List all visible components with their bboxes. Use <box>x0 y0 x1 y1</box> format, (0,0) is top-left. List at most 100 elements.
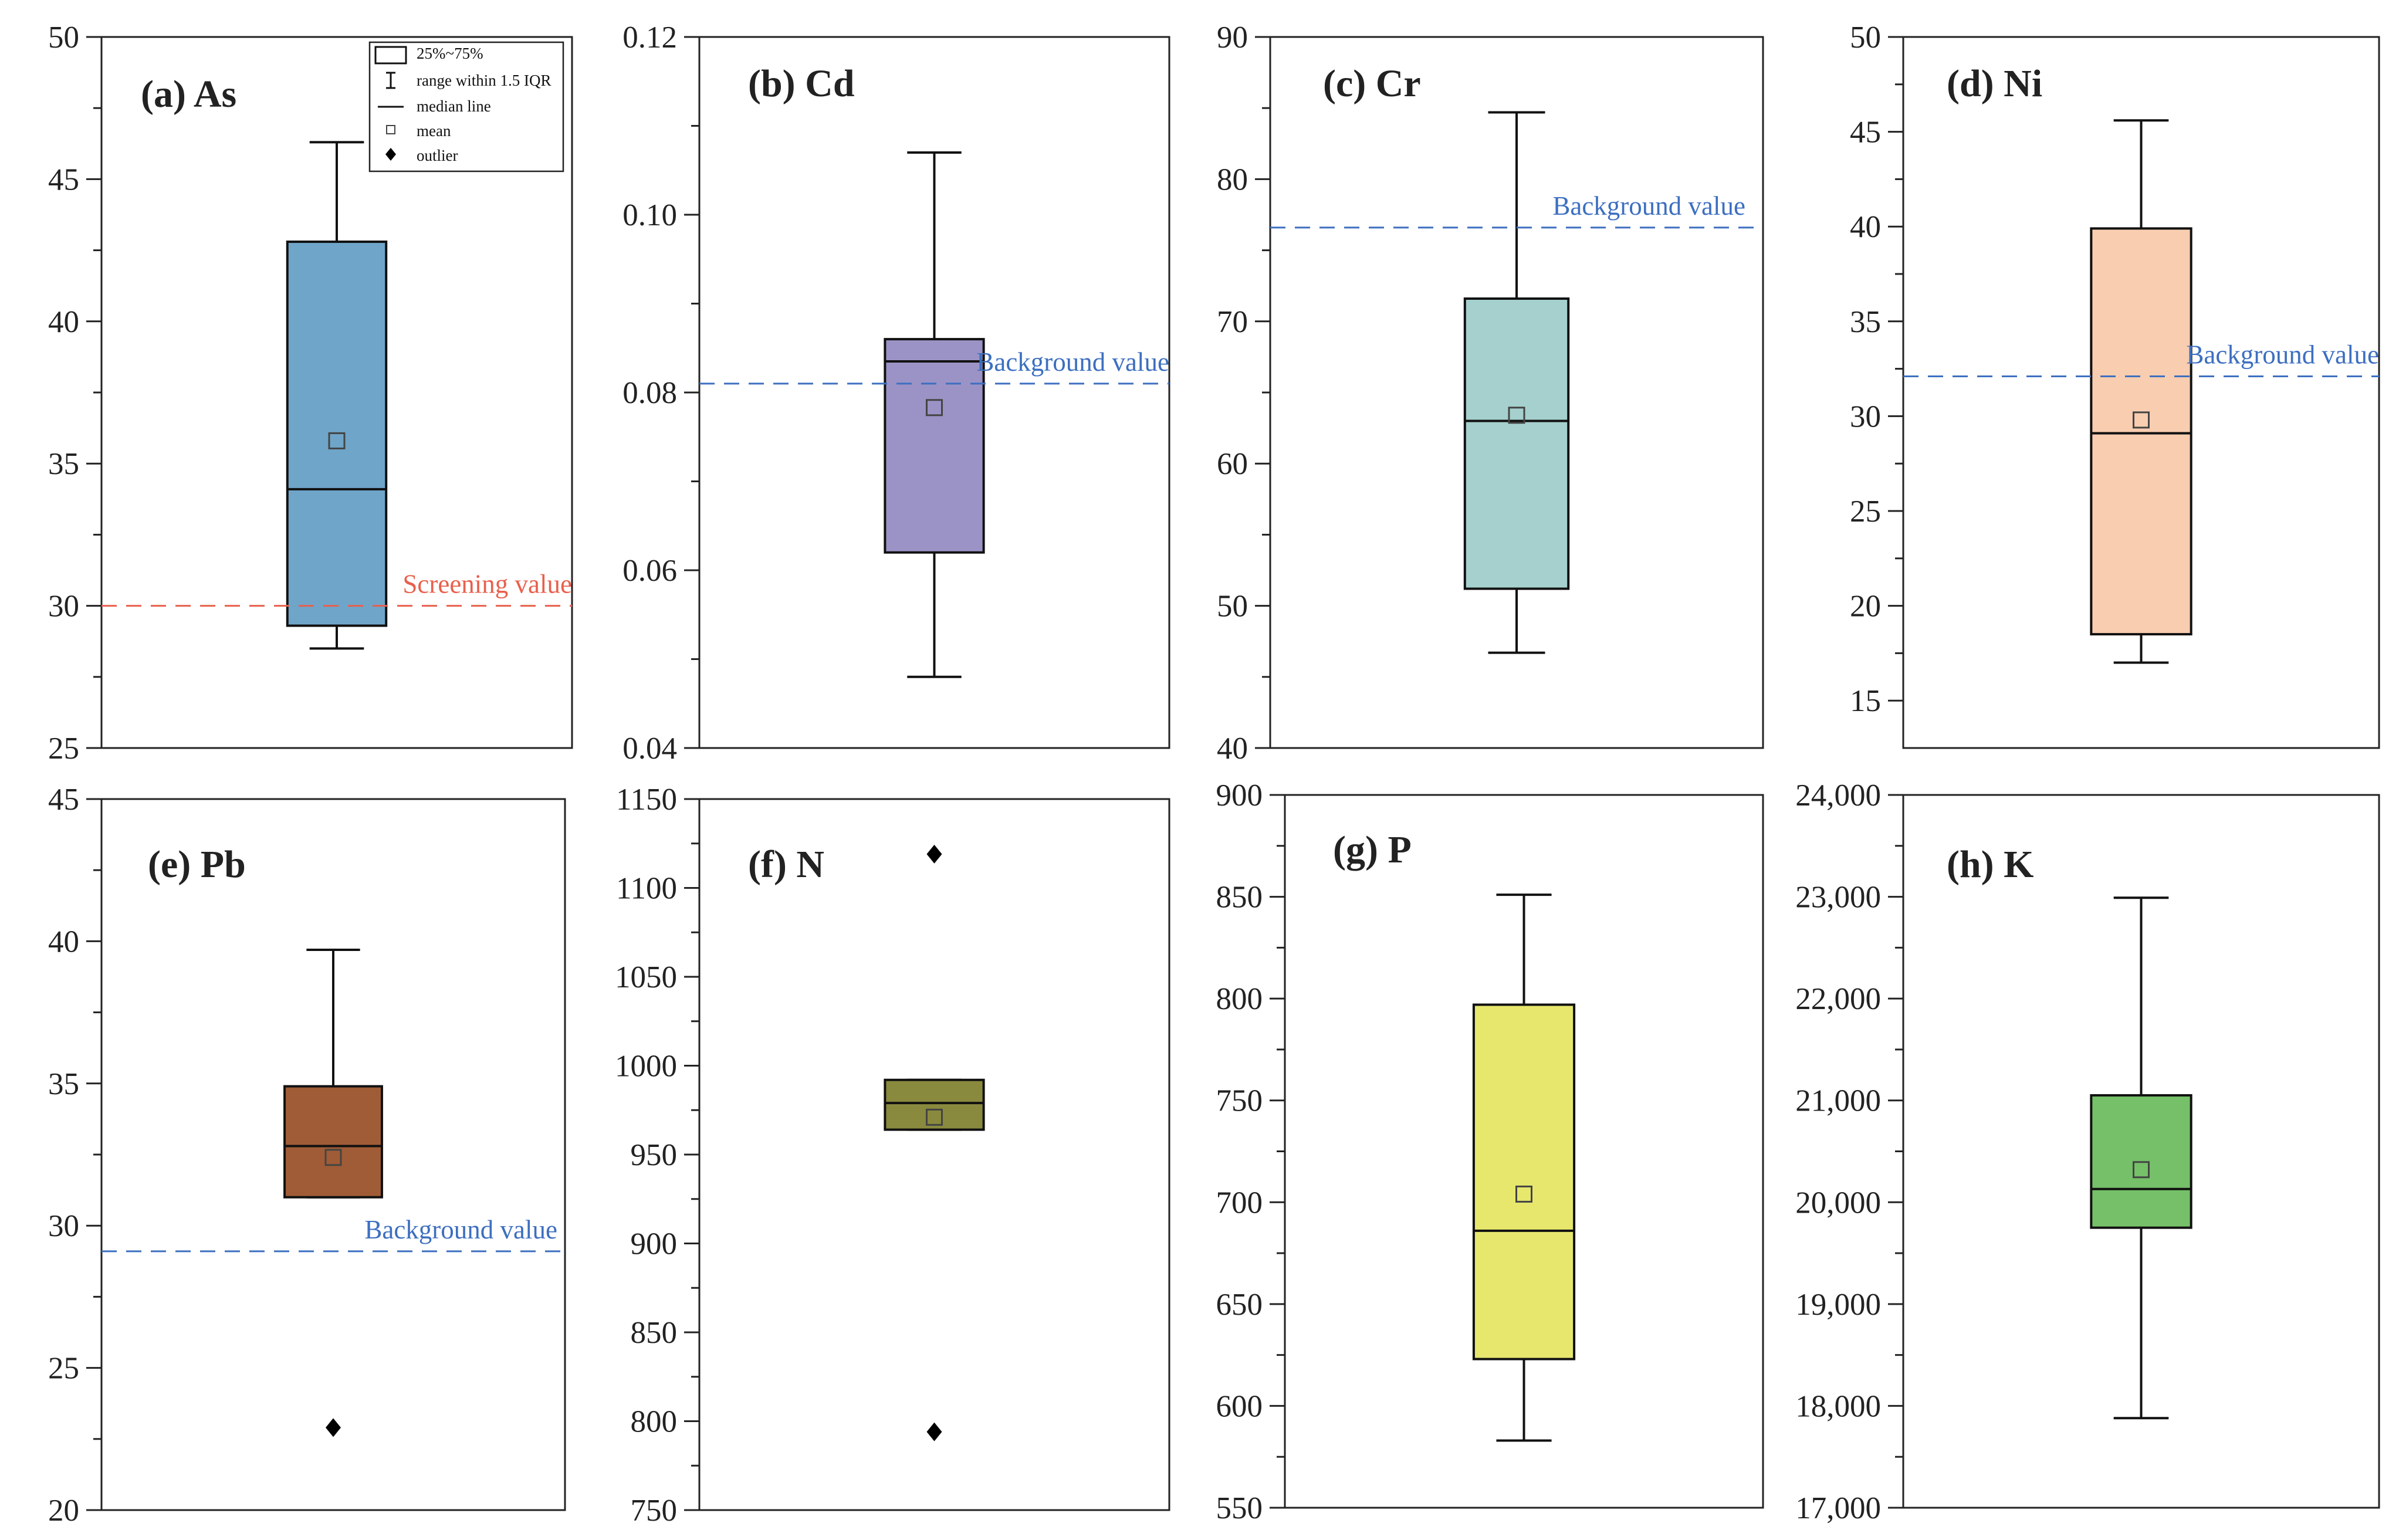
y-tick-label: 40 <box>1217 732 1248 766</box>
reference-label: Background value <box>2186 340 2379 370</box>
y-tick-label: 550 <box>1216 1491 1263 1525</box>
y-tick-label: 35 <box>48 447 79 481</box>
mean-marker <box>328 432 346 449</box>
y-tick-label: 750 <box>1216 1084 1263 1118</box>
reference-label: Background value <box>364 1215 557 1244</box>
y-tick-label: 800 <box>1216 982 1263 1016</box>
panel-1: 25 30 35 40 45 50 Screening value (a) As 25%~75%… <box>48 21 573 766</box>
y-tick-label: 50 <box>1217 590 1248 624</box>
plot-frame <box>1902 36 2380 749</box>
legend-label: range within 1.5 IQR <box>417 72 551 89</box>
panel-2: 0.04 0.06 0.08 0.10 0.12 Background value (b) … <box>622 21 1170 766</box>
y-tick-label: 600 <box>1216 1389 1263 1423</box>
panel-title: (c) Cr <box>1323 62 1421 105</box>
y-tick-label: 24,000 <box>1795 779 1881 813</box>
panel-7: 550 600 650 700 750 800 850 900 (g) P <box>1216 779 1764 1525</box>
y-tick-label: 40 <box>1850 210 1881 244</box>
legend: 25%~75% range within 1.5 IQR median line me… <box>368 41 564 172</box>
mean-marker <box>324 1149 342 1166</box>
y-tick-label: 40 <box>48 305 79 339</box>
y-tick-label: 30 <box>1850 400 1881 434</box>
plot-frame <box>698 798 1170 1511</box>
y-tick-label: 0.12 <box>622 21 677 55</box>
mean-marker <box>2133 1161 2150 1179</box>
y-tick-label: 850 <box>1216 881 1263 915</box>
y-tick-label: 45 <box>1850 116 1881 150</box>
y-tick-label: 25 <box>48 732 79 766</box>
y-tick-label: 15 <box>1850 684 1881 718</box>
y-tick-label: 800 <box>631 1405 678 1439</box>
y-tick-label: 850 <box>631 1316 678 1350</box>
iqr-box <box>283 1085 383 1199</box>
y-tick-label: 45 <box>48 783 79 817</box>
y-tick-label: 20 <box>1850 590 1881 624</box>
panel-3: 40 50 60 70 80 90 Background value (c) Cr <box>1217 21 1764 766</box>
panel-4: 15 20 25 30 35 40 45 50 Background value (d) Ni <box>1850 21 2380 749</box>
panel-title: (a) As <box>141 73 236 116</box>
y-tick-label: 50 <box>1850 21 1881 55</box>
panel-6: 750 800 850 900 950 1000 1050 1100 1150 (f) N <box>615 783 1170 1528</box>
y-tick-label: 750 <box>631 1494 678 1528</box>
mean-marker <box>1508 407 1525 424</box>
y-tick-label: 1000 <box>615 1050 677 1084</box>
y-tick-label: 1150 <box>616 783 677 817</box>
y-tick-label: 45 <box>48 163 79 197</box>
y-tick-label: 25 <box>1850 495 1881 529</box>
y-tick-label: 900 <box>1216 779 1263 813</box>
reference-label: Screening value <box>402 570 572 599</box>
iqr-box <box>2090 227 2192 636</box>
mean-marker <box>2133 411 2150 429</box>
y-tick-label: 950 <box>631 1138 678 1172</box>
y-tick-label: 0.06 <box>622 554 677 588</box>
iqr-box <box>884 1078 985 1131</box>
y-tick-label: 90 <box>1217 21 1248 55</box>
y-tick-label: 0.08 <box>622 376 677 410</box>
panel-title: (d) Ni <box>1947 62 2042 105</box>
y-tick-label: 35 <box>1850 305 1881 339</box>
panel-title: (h) K <box>1947 843 2034 886</box>
y-tick-label: 0.10 <box>622 198 677 232</box>
y-tick-label: 80 <box>1217 163 1248 197</box>
panel-title: (e) Pb <box>148 843 246 886</box>
mean-marker <box>926 1108 943 1126</box>
legend-label: median line <box>417 97 491 115</box>
legend-label: outlier <box>417 147 458 164</box>
y-tick-label: 1050 <box>615 960 677 994</box>
legend-outlier-icon <box>385 148 396 161</box>
y-tick-label: 70 <box>1217 305 1248 339</box>
outlier-point <box>926 1422 942 1441</box>
iqr-box <box>1472 1003 1576 1360</box>
y-tick-label: 30 <box>48 590 79 624</box>
panel-5: 20 25 30 35 40 45 Background value (e) Pb <box>48 783 566 1528</box>
y-tick-label: 0.04 <box>622 732 677 766</box>
y-tick-label: 650 <box>1216 1288 1263 1322</box>
iqr-box <box>884 338 985 554</box>
legend-label: 25%~75% <box>417 45 483 62</box>
reference-label: Background value <box>1552 191 1745 221</box>
y-tick-label: 40 <box>48 925 79 959</box>
mean-marker <box>926 399 943 417</box>
reference-label: Background value <box>976 347 1169 377</box>
panel-title: (f) N <box>748 843 824 886</box>
y-tick-label: 20 <box>48 1494 79 1528</box>
panel-8: 17,000 18,000 19,000 20,000 21,000 22,000 23,0… <box>1795 779 2380 1525</box>
y-tick-label: 1100 <box>616 872 677 906</box>
outlier-point <box>326 1418 341 1437</box>
panel-title: (g) P <box>1333 828 1412 871</box>
outlier-point <box>926 844 942 864</box>
y-tick-label: 17,000 <box>1795 1491 1881 1525</box>
y-tick-label: 50 <box>48 21 79 55</box>
legend-mean-icon <box>386 125 395 134</box>
y-tick-label: 60 <box>1217 447 1248 481</box>
mean-marker <box>1515 1185 1532 1203</box>
y-tick-label: 700 <box>1216 1186 1263 1220</box>
y-tick-label: 23,000 <box>1795 881 1881 915</box>
y-tick-label: 19,000 <box>1795 1288 1881 1322</box>
legend-label: mean <box>417 122 451 140</box>
y-tick-label: 30 <box>48 1209 79 1243</box>
legend-box-icon <box>374 46 407 65</box>
y-tick-label: 22,000 <box>1795 982 1881 1016</box>
y-tick-label: 18,000 <box>1795 1389 1881 1423</box>
y-tick-label: 900 <box>631 1227 678 1261</box>
